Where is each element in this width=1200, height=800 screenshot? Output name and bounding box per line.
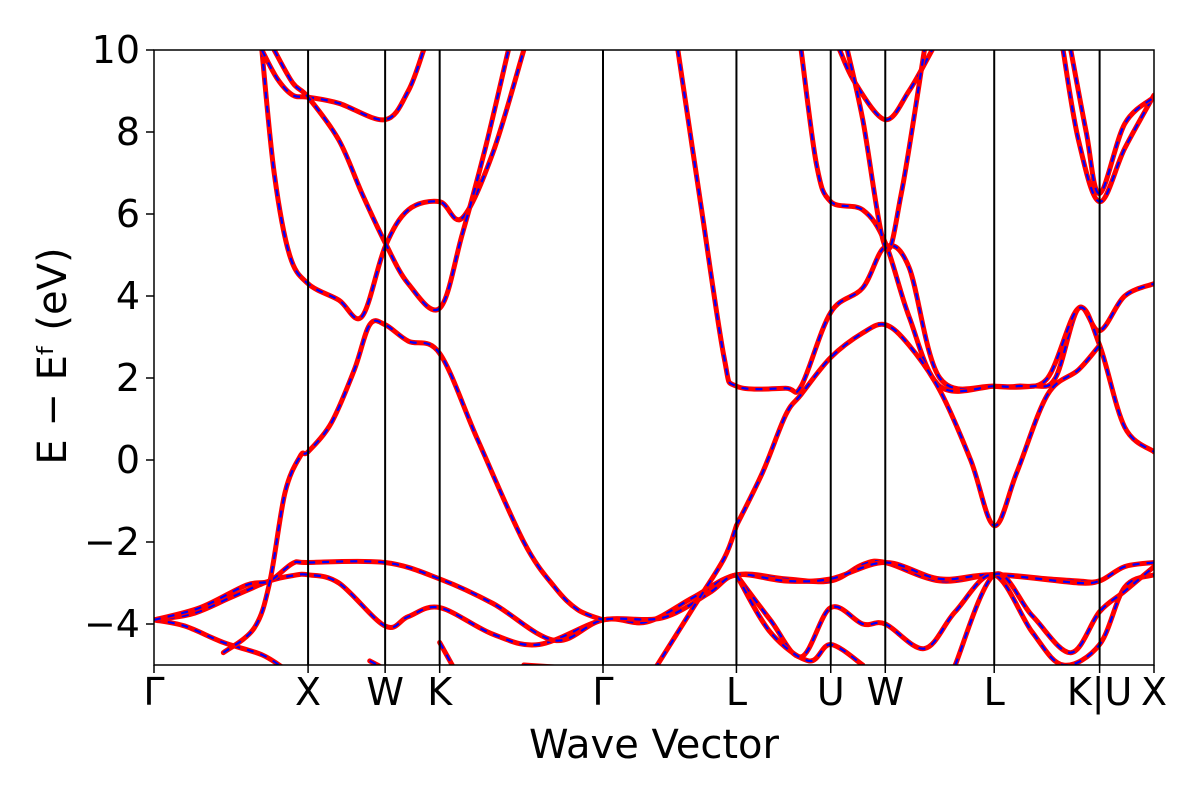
y-tick-label: −4 — [84, 602, 140, 646]
band-line-blue-dashed — [735, 323, 1101, 527]
band-lines — [154, 50, 1154, 665]
kpoint-label: Γ — [592, 670, 613, 714]
band-line-red — [733, 572, 1154, 665]
x-axis-kpoint-labels: Γ X W K Γ L U W L K|U X — [143, 665, 1167, 715]
band-line-red — [154, 617, 284, 665]
kpoint-label: W — [866, 670, 904, 714]
band-line-red — [798, 50, 1154, 455]
band-line-blue-dashed — [222, 319, 604, 654]
y-axis-ticks: −4 −2 0 2 4 6 8 10 — [84, 28, 154, 646]
y-tick-label: 8 — [116, 110, 140, 154]
band-line-red — [220, 318, 606, 656]
band-line-blue-dashed — [260, 50, 425, 121]
plot-area — [153, 49, 1155, 666]
x-axis-title: Wave Vector — [529, 722, 780, 768]
plot-frame — [153, 49, 1155, 666]
band-line-blue-dashed — [735, 574, 864, 665]
kpoint-label: X — [295, 670, 321, 714]
band-line-blue-dashed — [656, 525, 738, 665]
band-series — [271, 50, 511, 313]
kpoint-label: K|U — [1067, 670, 1133, 715]
y-tick-label: 10 — [92, 28, 140, 72]
y-tick-label: 6 — [116, 192, 140, 236]
kpoint-label: L — [984, 670, 1005, 714]
y-axis-title: E − Eᶠ (eV) — [30, 247, 76, 464]
kpoint-label: L — [726, 670, 747, 714]
y-tick-label: 2 — [116, 356, 140, 400]
band-line-blue-dashed — [273, 50, 510, 312]
kpoint-label: K — [427, 670, 453, 714]
band-line-red — [733, 321, 1103, 529]
band-series — [733, 321, 1103, 529]
band-series — [798, 50, 1154, 455]
band-series — [952, 564, 1154, 665]
band-line-blue-dashed — [954, 565, 1154, 665]
band-series — [733, 572, 1154, 665]
band-series — [259, 50, 427, 123]
band-series — [367, 658, 383, 665]
kpoint-label: U — [817, 670, 845, 714]
y-tick-label: 0 — [116, 438, 140, 482]
band-line-red — [271, 50, 511, 313]
band-line-blue-dashed — [154, 618, 282, 665]
band-line-blue-dashed — [369, 659, 380, 665]
band-series — [654, 523, 739, 665]
band-line-blue-dashed — [800, 50, 1154, 453]
band-series — [733, 572, 866, 665]
band-series — [154, 617, 284, 665]
kpoint-label: Γ — [143, 670, 164, 714]
band-series — [220, 318, 606, 656]
kpoint-label: W — [366, 670, 404, 714]
kpoint-lines — [307, 50, 1101, 665]
y-tick-label: −2 — [84, 520, 140, 564]
y-tick-label: 4 — [116, 274, 140, 318]
kpoint-label: X — [1141, 670, 1167, 714]
